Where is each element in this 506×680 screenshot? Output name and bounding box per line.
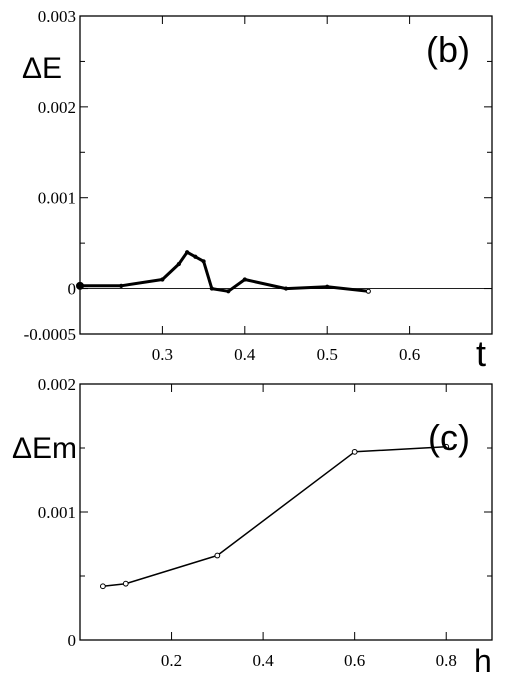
panel-c-y-axis-label: ΔEm bbox=[12, 432, 77, 465]
b-x-tick-label: 0.5 bbox=[317, 345, 338, 364]
b-data-point bbox=[283, 286, 289, 291]
c-y-tick-label: 0 bbox=[68, 631, 77, 650]
c-x-tick-label: 0.6 bbox=[344, 651, 365, 670]
b-y-tick-label: 0.003 bbox=[38, 7, 76, 26]
b-data-point bbox=[176, 261, 181, 267]
b-x-tick-label: 0.4 bbox=[234, 345, 256, 364]
panel-b-y-axis-label: ΔE bbox=[22, 52, 62, 85]
panel-b-tick-labels: 0.3 0.4 0.5 0.6 -0.0005 0 0.001 0.002 0.003 bbox=[24, 7, 421, 364]
c-data-point bbox=[214, 552, 221, 559]
panel-b-points bbox=[76, 250, 371, 294]
c-data-point bbox=[122, 580, 129, 587]
b-data-point bbox=[209, 286, 214, 291]
c-data-point bbox=[99, 583, 106, 590]
b-data-point bbox=[226, 289, 231, 294]
panel-b-frame bbox=[79, 15, 493, 335]
b-data-point bbox=[201, 259, 206, 264]
panel-b: 0.3 0.4 0.5 0.6 -0.0005 0 0.001 0.002 0.003 ΔE t… bbox=[22, 7, 493, 374]
b-data-point bbox=[185, 250, 190, 255]
panel-c-tick-labels: 0.2 0.4 0.6 0.8 0 0.001 0.002 bbox=[38, 375, 457, 670]
b-data-point bbox=[193, 254, 198, 259]
b-y-tick-label: 0.002 bbox=[38, 98, 76, 117]
panel-c-tag: (c) bbox=[428, 417, 470, 458]
panel-b-x-axis-label: t bbox=[476, 333, 486, 374]
panel-b-tag: (b) bbox=[426, 29, 470, 70]
c-data-point bbox=[351, 448, 358, 455]
b-data-point bbox=[119, 283, 124, 288]
c-x-tick-label: 0.8 bbox=[436, 651, 457, 670]
b-data-point bbox=[325, 284, 330, 289]
panel-c-points bbox=[99, 443, 450, 590]
b-data-point bbox=[242, 277, 247, 282]
c-y-tick-label: 0.001 bbox=[38, 503, 76, 522]
panel-c-series-line bbox=[102, 445, 447, 587]
c-x-tick-label: 0.2 bbox=[161, 651, 182, 670]
panel-c-x-axis-label: h bbox=[474, 643, 492, 679]
b-data-point bbox=[365, 288, 371, 294]
b-data-point bbox=[76, 281, 84, 290]
b-y-tick-label: 0.001 bbox=[38, 189, 76, 208]
b-data-point bbox=[160, 277, 165, 282]
panel-c: 0.2 0.4 0.6 0.8 0 0.001 0.002 ΔEm h (c) bbox=[12, 375, 493, 679]
panel-c-ticks bbox=[80, 383, 492, 641]
b-x-tick-label: 0.3 bbox=[152, 345, 173, 364]
b-y-tick-label: 0 bbox=[68, 280, 77, 299]
b-y-tick-label: -0.0005 bbox=[24, 325, 76, 344]
c-y-tick-label: 0.002 bbox=[38, 375, 76, 394]
c-x-tick-label: 0.4 bbox=[252, 651, 274, 670]
c-data-point bbox=[443, 443, 450, 450]
panel-b-series-line bbox=[80, 250, 369, 293]
b-x-tick-label: 0.6 bbox=[399, 345, 420, 364]
